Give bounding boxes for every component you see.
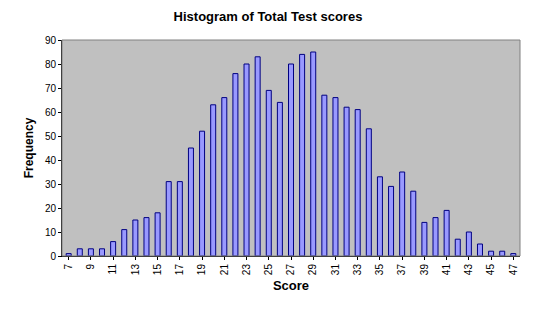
svg-text:21: 21 <box>219 264 230 276</box>
svg-text:40: 40 <box>45 155 57 166</box>
svg-text:35: 35 <box>374 264 385 276</box>
svg-text:33: 33 <box>352 264 363 276</box>
svg-text:Score: Score <box>273 278 309 293</box>
svg-text:39: 39 <box>419 264 430 276</box>
svg-text:30: 30 <box>45 179 57 190</box>
svg-text:43: 43 <box>463 264 474 276</box>
svg-text:11: 11 <box>107 264 118 275</box>
svg-text:13: 13 <box>130 264 141 276</box>
svg-text:17: 17 <box>174 264 185 276</box>
svg-text:29: 29 <box>307 264 318 276</box>
svg-text:9: 9 <box>85 264 96 270</box>
svg-text:45: 45 <box>485 264 496 276</box>
svg-text:23: 23 <box>241 264 252 276</box>
svg-text:47: 47 <box>508 264 519 276</box>
svg-text:90: 90 <box>45 35 57 46</box>
svg-text:27: 27 <box>285 264 296 276</box>
svg-text:50: 50 <box>45 131 57 142</box>
svg-text:Histogram of Total Test scores: Histogram of Total Test scores <box>174 9 363 24</box>
svg-text:60: 60 <box>45 107 57 118</box>
svg-text:10: 10 <box>45 227 57 238</box>
svg-text:70: 70 <box>45 83 57 94</box>
svg-text:7: 7 <box>63 264 74 270</box>
svg-text:31: 31 <box>330 264 341 276</box>
svg-text:80: 80 <box>45 59 57 70</box>
svg-text:37: 37 <box>396 264 407 276</box>
svg-text:15: 15 <box>152 264 163 276</box>
svg-text:25: 25 <box>263 264 274 276</box>
svg-text:41: 41 <box>441 264 452 276</box>
svg-text:0: 0 <box>50 251 56 262</box>
svg-text:20: 20 <box>45 203 57 214</box>
svg-text:19: 19 <box>196 264 207 276</box>
svg-text:Frequency: Frequency <box>22 117 36 178</box>
